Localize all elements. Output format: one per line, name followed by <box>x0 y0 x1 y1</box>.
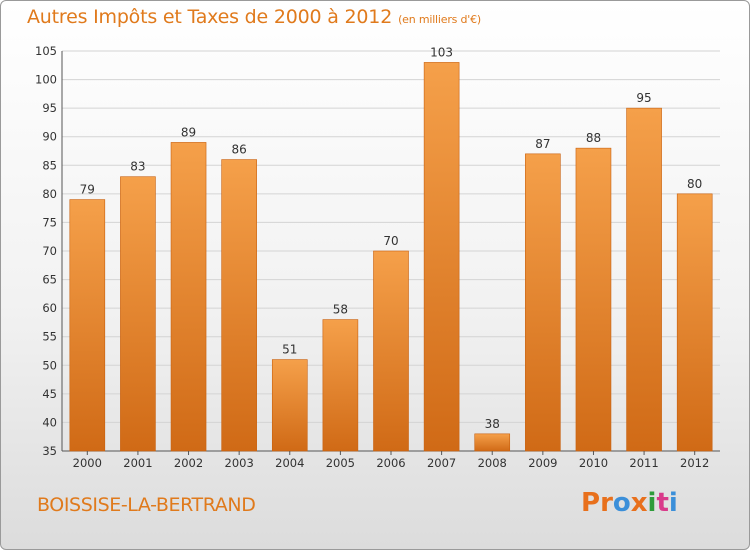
x-tick-label: 2003 <box>225 456 254 470</box>
y-tick-label: 70 <box>42 244 57 258</box>
logo-letter: r <box>600 488 613 518</box>
bar <box>271 359 308 452</box>
bar-value-label: 79 <box>80 183 95 197</box>
logo-letter: i <box>647 488 657 518</box>
x-tick-label: 2008 <box>478 456 507 470</box>
y-tick-label: 60 <box>42 301 57 315</box>
y-tick-label: 55 <box>42 330 57 344</box>
y-tick-label: 90 <box>42 130 57 144</box>
proxiti-logo: Proxiti <box>581 488 678 518</box>
x-tick-label: 2011 <box>629 456 658 470</box>
chart-unit: (en milliers d'€) <box>398 13 481 26</box>
y-tick-label: 80 <box>42 187 57 201</box>
y-tick-label: 35 <box>42 444 57 458</box>
bar <box>474 433 511 452</box>
bar-value-label: 38 <box>485 417 500 431</box>
bar-value-label: 80 <box>687 177 702 191</box>
y-tick-label: 75 <box>42 215 57 229</box>
bar-value-label: 103 <box>430 45 453 59</box>
bar <box>423 62 460 452</box>
x-tick-label: 2001 <box>123 456 152 470</box>
logo-letter: i <box>668 488 678 518</box>
bar-value-label: 88 <box>586 131 601 145</box>
y-tick-label: 40 <box>42 415 57 429</box>
logo-letter: o <box>612 488 631 518</box>
bar-value-label: 87 <box>535 137 550 151</box>
x-tick-label: 2010 <box>579 456 608 470</box>
y-tick-label: 45 <box>42 387 57 401</box>
y-tick-label: 105 <box>35 44 57 58</box>
x-tick-label: 2012 <box>680 456 709 470</box>
bar-value-label: 89 <box>181 125 196 139</box>
bar <box>525 153 561 452</box>
bar <box>575 147 612 452</box>
x-tick-label: 2007 <box>427 456 456 470</box>
x-tick-label: 2006 <box>376 456 405 470</box>
bar-value-label: 83 <box>130 160 145 174</box>
bar <box>69 199 106 452</box>
x-tick-label: 2002 <box>174 456 203 470</box>
x-tick-label: 2004 <box>275 456 304 470</box>
bar <box>221 159 257 452</box>
place-name: BOISSISE-LA-BERTRAND <box>37 494 256 516</box>
bar <box>626 107 662 452</box>
bar <box>676 193 713 452</box>
logo-letter: P <box>581 488 601 518</box>
bar <box>170 142 207 452</box>
bar-value-label: 51 <box>282 343 297 357</box>
bar-value-label: 95 <box>636 91 651 105</box>
chart-title-text: Autres Impôts et Taxes de 2000 à 2012 <box>27 6 393 28</box>
y-tick-label: 95 <box>42 101 57 115</box>
bar-value-label: 86 <box>232 143 247 157</box>
y-tick-label: 85 <box>42 158 57 172</box>
bar-value-label: 58 <box>333 303 348 317</box>
bar <box>322 319 359 452</box>
chart-title: Autres Impôts et Taxes de 2000 à 2012 (en… <box>27 6 481 28</box>
x-tick-label: 2009 <box>528 456 557 470</box>
y-tick-label: 65 <box>42 273 57 287</box>
logo-letter: t <box>656 488 669 518</box>
bar <box>373 250 409 452</box>
y-tick-label: 50 <box>42 358 57 372</box>
bar <box>120 176 156 452</box>
x-tick-label: 2000 <box>73 456 102 470</box>
x-tick-label: 2005 <box>326 456 355 470</box>
logo-letter: x <box>630 488 648 518</box>
y-tick-label: 100 <box>35 73 57 87</box>
bar-value-label: 70 <box>383 234 398 248</box>
